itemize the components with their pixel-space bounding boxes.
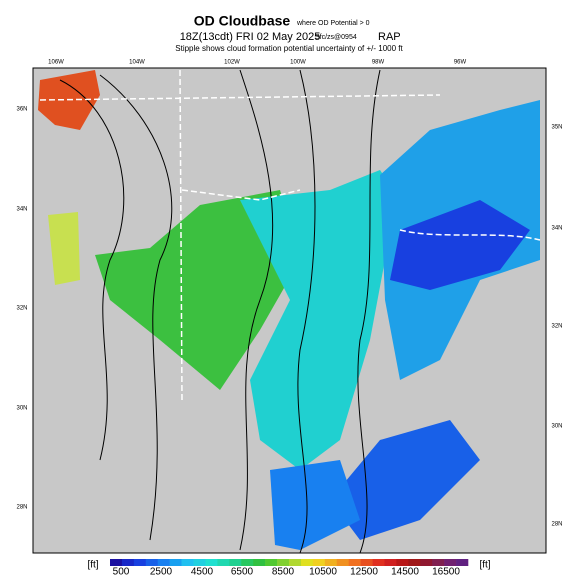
lat-label: 32N	[16, 306, 27, 312]
colorbar-swatch	[456, 559, 469, 566]
lat-label: 32N	[551, 324, 562, 330]
cloud-region	[240, 170, 400, 470]
colorbar-swatch	[133, 559, 147, 566]
colorbar-tick-label: 4500	[191, 567, 214, 578]
lon-label: 104W	[129, 60, 145, 66]
lat-label: 36N	[16, 107, 27, 113]
colorbar-swatch	[324, 559, 338, 566]
colorbar-swatch	[265, 559, 278, 566]
contours	[59, 69, 381, 554]
map	[32, 67, 547, 554]
colorbar-swatch	[432, 559, 445, 566]
colorbar-swatch	[360, 559, 373, 566]
colorbar-swatch	[384, 559, 397, 566]
colorbar-swatch	[289, 559, 302, 566]
colorbar-tick-label: 14500	[391, 567, 419, 578]
state-borders	[39, 69, 541, 401]
title-note: where OD Potential > 0	[296, 20, 370, 27]
colorbar-unit: [ft]	[479, 560, 490, 571]
colorbar-tick-label: 16500	[432, 567, 460, 578]
lat-label: 34N	[16, 207, 27, 213]
colorbar-swatch	[300, 559, 314, 566]
lat-label: 28N	[16, 505, 27, 511]
colorbar-swatch	[217, 559, 230, 566]
valid-time: 18Z(13cdt) FRI 02 May 2025	[180, 31, 321, 43]
colorbar-tick-label: 500	[113, 567, 130, 578]
colorbar-swatch	[253, 559, 266, 566]
lat-label: 30N	[16, 406, 27, 412]
colorbar-swatch	[110, 559, 123, 566]
colorbar-swatch	[372, 559, 385, 566]
colorbar-swatch	[408, 559, 421, 566]
lon-label: 98W	[372, 60, 385, 66]
colorbar-swatch	[145, 559, 159, 566]
colorbar-unit: [ft]	[87, 560, 98, 571]
colorbar-swatch	[241, 559, 254, 566]
colorbar-swatch	[444, 559, 457, 566]
title: OD Cloudbase	[194, 13, 291, 29]
cloud-region	[48, 212, 80, 285]
lon-label: 102W	[224, 60, 240, 66]
model: RAP	[378, 31, 401, 43]
lon-label: 106W	[48, 60, 64, 66]
lon-label: 100W	[290, 60, 306, 66]
colorbar-swatch	[205, 559, 218, 566]
colorbar-swatch	[312, 559, 326, 566]
lat-label: 28N	[551, 522, 562, 528]
colorbar-swatch	[277, 559, 290, 566]
colorbar-swatch	[229, 559, 242, 566]
colorbar-swatch	[181, 559, 194, 566]
colorbar-tick-label: 12500	[350, 567, 378, 578]
colorbar: 500 2500 4500 6500 8500 10500 12500 14500 16500	[110, 559, 469, 578]
cloud-region	[270, 460, 360, 550]
colorbar-swatch	[420, 559, 433, 566]
lat-label: 34N	[551, 226, 562, 232]
cloud-region	[390, 200, 530, 290]
colorbar-tick-label: 6500	[231, 567, 254, 578]
lon-label: 96W	[454, 60, 467, 66]
lat-label: 30N	[551, 424, 562, 430]
colorbar-swatch	[348, 559, 361, 566]
colorbar-swatch	[193, 559, 206, 566]
colorbar-swatch	[157, 559, 170, 566]
note: Stipple shows cloud formation potential …	[175, 44, 403, 53]
lat-label: 35N	[551, 125, 562, 131]
colorbar-tick-label: 8500	[272, 567, 295, 578]
colorbar-tick-label: 2500	[150, 567, 173, 578]
cloud-region	[95, 190, 300, 390]
run-info: Sfc/zs@0954	[315, 34, 357, 41]
colorbar-tick-label: 10500	[309, 567, 337, 578]
colorbar-swatch	[121, 559, 135, 566]
colorbar-swatch	[396, 559, 409, 566]
colorbar-swatch	[336, 559, 349, 566]
colorbar-swatch	[169, 559, 182, 566]
